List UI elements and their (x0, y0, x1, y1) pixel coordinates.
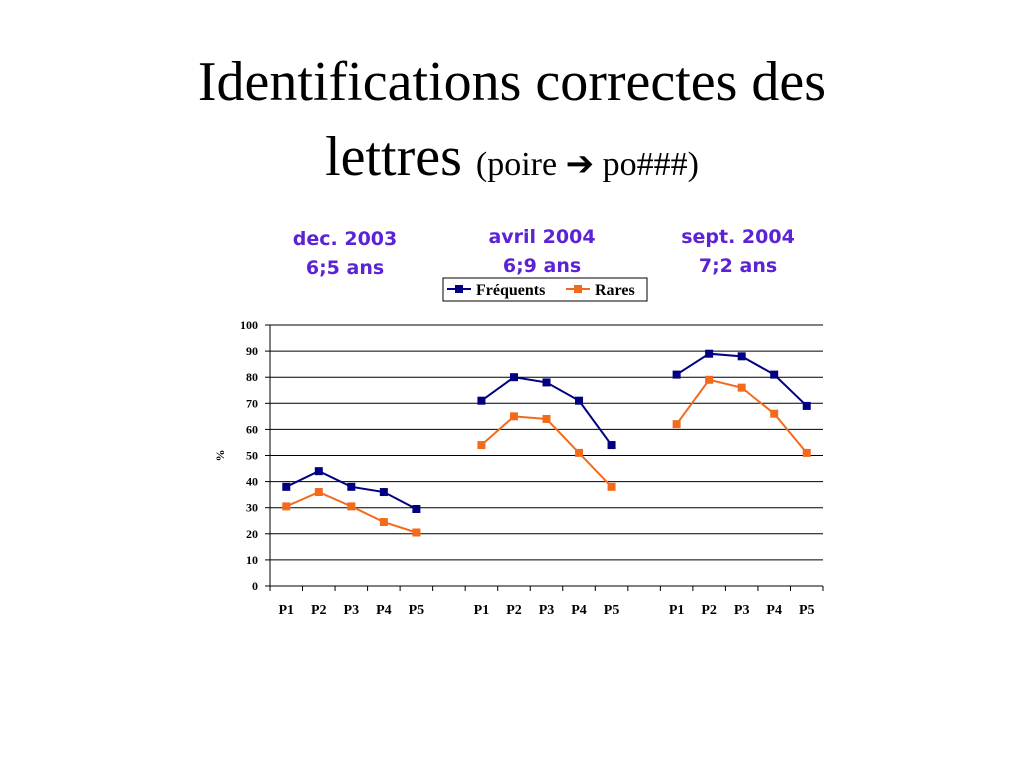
point (770, 370, 779, 379)
x-tick-label: P3 (344, 603, 360, 618)
title-note: (poire ➔ po###) (476, 146, 699, 183)
y-tick-label: 40 (246, 475, 258, 489)
legend-box (442, 277, 648, 302)
point (770, 409, 779, 418)
point (282, 502, 291, 511)
y-tick-label: 80 (246, 370, 258, 384)
legend-marker (455, 285, 463, 293)
y-tick-label: 20 (246, 527, 258, 541)
point (802, 448, 811, 457)
y-tick-label: 100 (240, 318, 258, 332)
y-tick-label: 90 (246, 344, 258, 358)
x-tick-label: P2 (506, 603, 522, 618)
point (542, 414, 551, 423)
title-line: lettres (poire ➔ po###) (325, 126, 699, 188)
x-tick-label: P3 (734, 603, 750, 618)
point (509, 412, 518, 421)
y-tick-label: 60 (246, 422, 258, 436)
group-label: sept. 2004 (681, 226, 795, 248)
legend-marker (574, 285, 582, 293)
point (282, 482, 291, 491)
point (412, 505, 421, 514)
x-tick-label: P5 (409, 603, 425, 618)
point (575, 448, 584, 457)
group-label: 6;5 ans (306, 257, 384, 279)
x-tick-label: P1 (669, 603, 685, 618)
point (672, 370, 681, 379)
point (737, 383, 746, 392)
point (802, 401, 811, 410)
point (477, 396, 486, 405)
x-tick-label: P4 (376, 603, 392, 618)
x-tick-label: P1 (278, 603, 294, 618)
x-tick-label: P4 (766, 603, 782, 618)
y-axis-label: % (213, 450, 227, 462)
point (477, 441, 486, 450)
x-tick-label: P1 (474, 603, 490, 618)
point (347, 482, 356, 491)
point (314, 488, 323, 497)
point (412, 528, 421, 537)
x-tick-label: P2 (701, 603, 717, 618)
point (509, 373, 518, 382)
point (705, 349, 714, 358)
group-label: 6;9 ans (503, 255, 581, 277)
x-tick-label: P3 (539, 603, 555, 618)
title-line: Identifications correctes des (198, 51, 826, 113)
group-label: avril 2004 (488, 226, 595, 248)
group-label: 7;2 ans (699, 255, 777, 277)
point (379, 488, 388, 497)
point (314, 467, 323, 476)
point (705, 375, 714, 384)
point (575, 396, 584, 405)
y-tick-label: 30 (246, 501, 258, 515)
series-line (285, 378, 808, 534)
y-tick-label: 50 (246, 449, 258, 463)
title-word: lettres (325, 126, 462, 188)
point (672, 420, 681, 429)
y-tick-label: 0 (252, 579, 258, 593)
group-label: dec. 2003 (293, 228, 397, 250)
point (607, 441, 616, 450)
point (737, 352, 746, 361)
x-tick-label: P5 (799, 603, 815, 618)
point (607, 482, 616, 491)
x-tick-label: P2 (311, 603, 327, 618)
chart: dec. 2003 6;5 ans avril 2004 6;9 ans sept. 2… (213, 226, 824, 618)
point (542, 378, 551, 387)
y-tick-label: 70 (246, 396, 258, 410)
legend-label: Rares (595, 282, 635, 299)
legend-label: Fréquents (476, 282, 545, 299)
x-tick-label: P5 (604, 603, 620, 618)
y-tick-label: 10 (246, 553, 258, 567)
x-tick-label: P4 (571, 603, 587, 618)
point (347, 502, 356, 511)
point (379, 518, 388, 527)
